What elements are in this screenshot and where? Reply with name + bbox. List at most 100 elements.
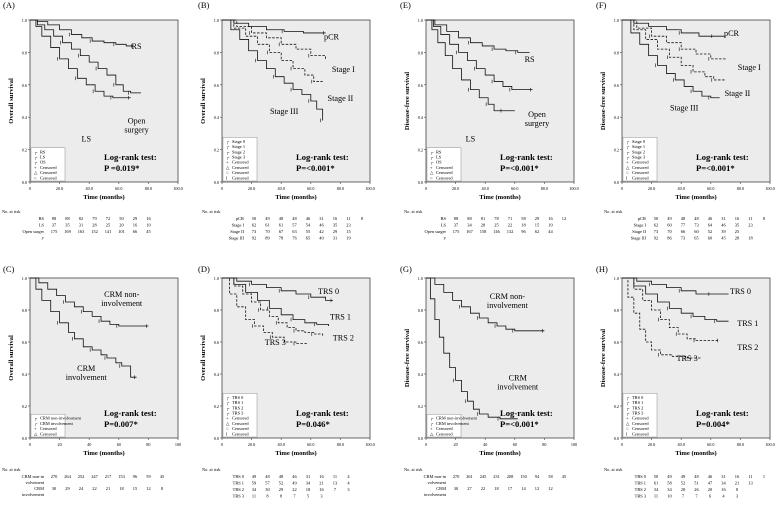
risk-value: 25 bbox=[735, 229, 740, 234]
panel-label: (C) bbox=[3, 264, 15, 274]
risk-value: 48 bbox=[292, 216, 297, 221]
curve-label: involvement bbox=[66, 373, 108, 382]
x-axis-title: Time (months) bbox=[479, 450, 520, 457]
risk-value: 8 bbox=[763, 216, 766, 221]
legend-symbol: ┌ bbox=[226, 144, 230, 150]
curve-label: TRS 2 bbox=[333, 333, 354, 342]
panel-label: (E) bbox=[400, 0, 411, 10]
y-axis-title: Overall survival bbox=[8, 335, 15, 381]
km-curve-trs-1 bbox=[622, 277, 729, 322]
risk-value: 30 bbox=[454, 486, 459, 491]
y-tick-label: 0.0 bbox=[418, 180, 423, 185]
km-curve-crm-non-involvement bbox=[30, 277, 149, 327]
y-tick-label: 0.8 bbox=[22, 308, 27, 313]
y-tick-label: 0.4 bbox=[418, 115, 424, 120]
y-tick-label: 0.6 bbox=[22, 83, 27, 88]
y-tick-label: 0.4 bbox=[22, 115, 28, 120]
risk-value: 22 bbox=[481, 486, 485, 491]
y-tick-label: 0.2 bbox=[614, 148, 619, 153]
risk-value: 45 bbox=[562, 474, 567, 479]
y-tick-label: 0.4 bbox=[22, 372, 28, 377]
legend-symbol: ┌ bbox=[626, 144, 630, 150]
legend-entry: CRM non-involvement bbox=[40, 416, 82, 421]
x-tick-label: 0 bbox=[221, 442, 223, 447]
x-axis-title: Time (months) bbox=[275, 194, 316, 201]
legend-entry: Stage 2 bbox=[632, 149, 645, 154]
risk-value: 31 bbox=[79, 223, 83, 228]
curve-label: CRM bbox=[77, 364, 96, 373]
risk-row-label: Stage II bbox=[632, 229, 646, 234]
risk-value: 37 bbox=[454, 223, 459, 228]
legend-entry: Censored bbox=[232, 160, 249, 165]
risk-row-label: Open surger bbox=[424, 229, 446, 234]
x-tick-label: 40.0 bbox=[482, 186, 489, 191]
risk-value: 61 bbox=[279, 223, 283, 228]
y-tick-label: 0.6 bbox=[418, 340, 423, 345]
risk-value: 59 bbox=[252, 481, 257, 486]
risk-table-header: No. at risk bbox=[202, 209, 221, 214]
log-rank-label: Log-rank test: bbox=[104, 152, 157, 162]
x-tick-label: 60.0 bbox=[307, 442, 314, 447]
risk-value: 78 bbox=[279, 236, 284, 241]
legend-box bbox=[426, 147, 462, 182]
x-tick-label: 60.0 bbox=[115, 186, 122, 191]
y-tick-label: 0.4 bbox=[214, 115, 220, 120]
risk-value: 167 bbox=[466, 229, 473, 234]
risk-value: 15 bbox=[346, 229, 351, 234]
x-tick-label: 60.0 bbox=[511, 186, 518, 191]
log-rank-label: Log-rank test: bbox=[696, 152, 749, 162]
y-tick-label: 0.2 bbox=[418, 404, 423, 409]
log-rank-label: Log-rank test: bbox=[296, 152, 349, 162]
risk-value: 10 bbox=[667, 494, 672, 499]
risk-value: 28 bbox=[735, 236, 740, 241]
y-tick-label: 0.8 bbox=[418, 308, 423, 313]
risk-value: 25 bbox=[106, 223, 111, 228]
legend-symbol: I bbox=[226, 431, 228, 436]
risk-value: 261 bbox=[466, 474, 473, 479]
risk-value: 96 bbox=[521, 229, 526, 234]
legend-symbol: + bbox=[34, 426, 37, 431]
curve-label: surgery bbox=[525, 119, 550, 128]
risk-value: 23 bbox=[748, 223, 753, 228]
legend-entry: LS bbox=[436, 155, 442, 160]
risk-value: 270 bbox=[453, 474, 460, 479]
x-tick-label: 80 bbox=[542, 442, 546, 447]
risk-value: 20 bbox=[119, 223, 124, 228]
risk-value: 60 bbox=[708, 236, 713, 241]
y-tick-label: 0.2 bbox=[614, 404, 619, 409]
legend-box bbox=[30, 414, 66, 438]
risk-value: 47 bbox=[708, 481, 713, 486]
risk-value: 8 bbox=[266, 494, 269, 499]
risk-value: 34 bbox=[721, 481, 726, 486]
risk-value: 72 bbox=[106, 216, 110, 221]
legend-symbol: ┌ bbox=[430, 421, 434, 427]
risk-value: 46 bbox=[292, 474, 297, 479]
risk-row-label: pCR bbox=[236, 216, 244, 221]
x-tick-label: 100 bbox=[571, 442, 577, 447]
risk-row-label: TRS 1 bbox=[635, 481, 646, 486]
risk-value: 46 bbox=[708, 474, 713, 479]
curve-label: Stage II bbox=[725, 89, 751, 98]
x-tick-label: 80.0 bbox=[337, 442, 344, 447]
legend-entry: Stage 0 bbox=[232, 139, 246, 144]
y-tick-label: 0.0 bbox=[614, 436, 619, 441]
risk-row-label: RS bbox=[39, 216, 45, 221]
y-tick-label: 0.8 bbox=[214, 50, 219, 55]
legend-entry: Censored bbox=[436, 175, 453, 180]
x-tick-label: 20.0 bbox=[248, 186, 255, 191]
legend-entry: Censored bbox=[632, 170, 649, 175]
km-curve-stage-1 bbox=[622, 19, 726, 60]
risk-value: 46 bbox=[319, 223, 324, 228]
y-tick-label: 0.2 bbox=[418, 148, 423, 153]
legend-entry: Censored bbox=[436, 426, 453, 431]
risk-value: 8 bbox=[280, 494, 283, 499]
risk-value: 247 bbox=[91, 474, 98, 479]
curve-label: CRM non- bbox=[104, 290, 140, 299]
km-curve-trs-1 bbox=[222, 277, 329, 326]
risk-row-label: TRS 3 bbox=[233, 494, 245, 499]
x-axis-title: Time (months) bbox=[479, 194, 520, 201]
risk-value: 35 bbox=[333, 223, 338, 228]
legend-entry: Stage 1 bbox=[632, 144, 645, 149]
legend-entry: Censored bbox=[436, 431, 453, 436]
risk-row-label: involvement bbox=[424, 492, 447, 497]
